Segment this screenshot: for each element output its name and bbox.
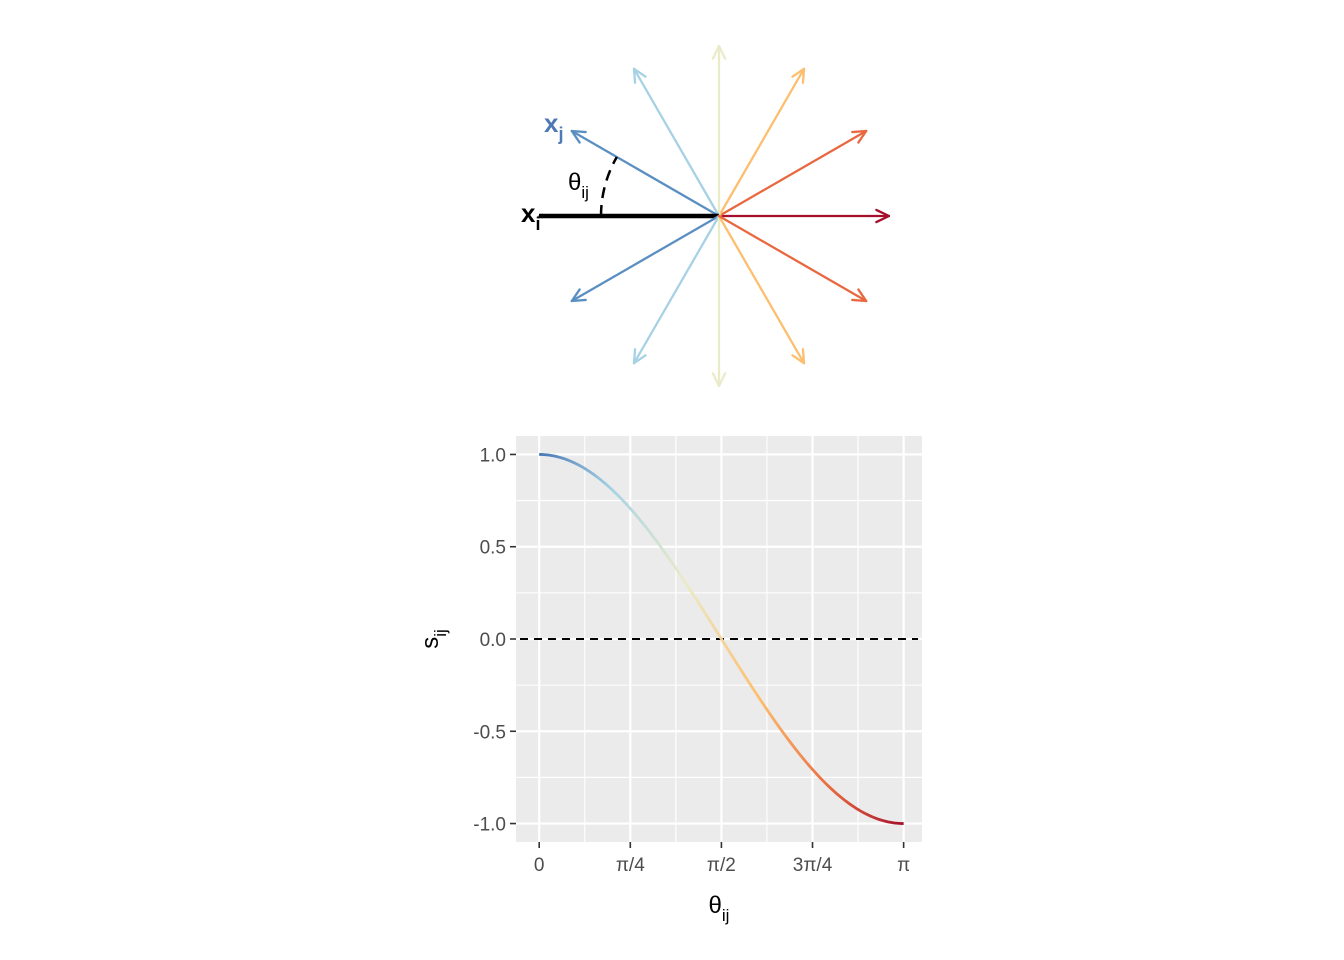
arrow-300 xyxy=(717,214,806,365)
arrow-270 xyxy=(711,214,727,388)
arrow-shaft xyxy=(717,214,806,365)
arrow-90 xyxy=(711,44,727,218)
arrowhead xyxy=(570,288,587,303)
x-tick-label: π/4 xyxy=(616,855,645,876)
cosine-chart: 1.00.50.0-0.5-1.0 0 π/4 π/2 3π/4 π θij sij xyxy=(417,436,922,925)
arrowhead xyxy=(632,348,647,365)
arrowhead xyxy=(711,44,727,60)
arrowhead xyxy=(791,348,806,365)
arrowhead xyxy=(711,372,727,388)
x-axis: 0 π/4 π/2 3π/4 π xyxy=(534,842,910,876)
angle-label-main: θ xyxy=(568,169,581,196)
x-tick-label: π xyxy=(897,855,910,876)
arrowhead xyxy=(851,288,868,303)
y-tick-label: 0.0 xyxy=(480,630,506,651)
arrow-330 xyxy=(717,214,868,303)
arrowhead xyxy=(851,129,868,144)
xi-label-sub: i xyxy=(535,214,540,234)
arrow-240 xyxy=(632,214,721,365)
y-tick-label: -0.5 xyxy=(473,722,506,743)
arrow-shaft xyxy=(717,214,868,303)
cosine-curve-line xyxy=(539,453,904,825)
x-tick-label: π/2 xyxy=(707,855,736,876)
xj-label-sub: j xyxy=(557,124,563,144)
xi-label-main: x xyxy=(521,198,536,228)
vector-diagram: xj xi θij xyxy=(521,44,891,388)
xj-label-main: x xyxy=(544,108,559,138)
x-axis-title-main: θ xyxy=(709,892,722,919)
arrow-0 xyxy=(717,208,891,224)
y-tick-label: 0.5 xyxy=(480,538,506,559)
xi-label: xi xyxy=(521,198,540,234)
arrow-shaft xyxy=(570,129,721,218)
x-axis-title: θij xyxy=(709,892,730,925)
arrow-shaft xyxy=(717,67,806,218)
arrow-120 xyxy=(632,67,721,218)
arrow-150 xyxy=(570,129,721,218)
y-axis-title-main: s xyxy=(417,637,444,649)
y-axis-title: sij xyxy=(417,629,450,649)
arrow-shaft xyxy=(570,214,721,303)
arrow-60 xyxy=(717,67,806,218)
arrow-210 xyxy=(570,214,721,303)
arrow-shaft xyxy=(717,129,868,218)
x-tick-label: 0 xyxy=(534,855,545,876)
y-tick-label: 1.0 xyxy=(480,445,506,466)
y-axis: 1.0 0.5 0.0 -0.5 -1.0 xyxy=(473,445,516,836)
x-axis-title-sub: ij xyxy=(722,906,730,925)
arrow-30 xyxy=(717,129,868,218)
arrow-shaft xyxy=(632,67,721,218)
angle-arc xyxy=(599,156,618,217)
arrowhead xyxy=(791,67,806,84)
arrowhead xyxy=(570,129,587,144)
angle-label-sub: ij xyxy=(581,183,589,202)
arrow-shaft xyxy=(632,214,721,365)
xj-label: xj xyxy=(544,108,563,144)
arrow-group xyxy=(538,44,891,388)
y-axis-title-sub: ij xyxy=(431,629,450,637)
angle-label: θij xyxy=(568,169,589,202)
x-tick-label: 3π/4 xyxy=(793,855,833,876)
arrowhead xyxy=(632,67,647,84)
arrowhead xyxy=(875,208,891,224)
y-tick-label: -1.0 xyxy=(473,815,506,836)
